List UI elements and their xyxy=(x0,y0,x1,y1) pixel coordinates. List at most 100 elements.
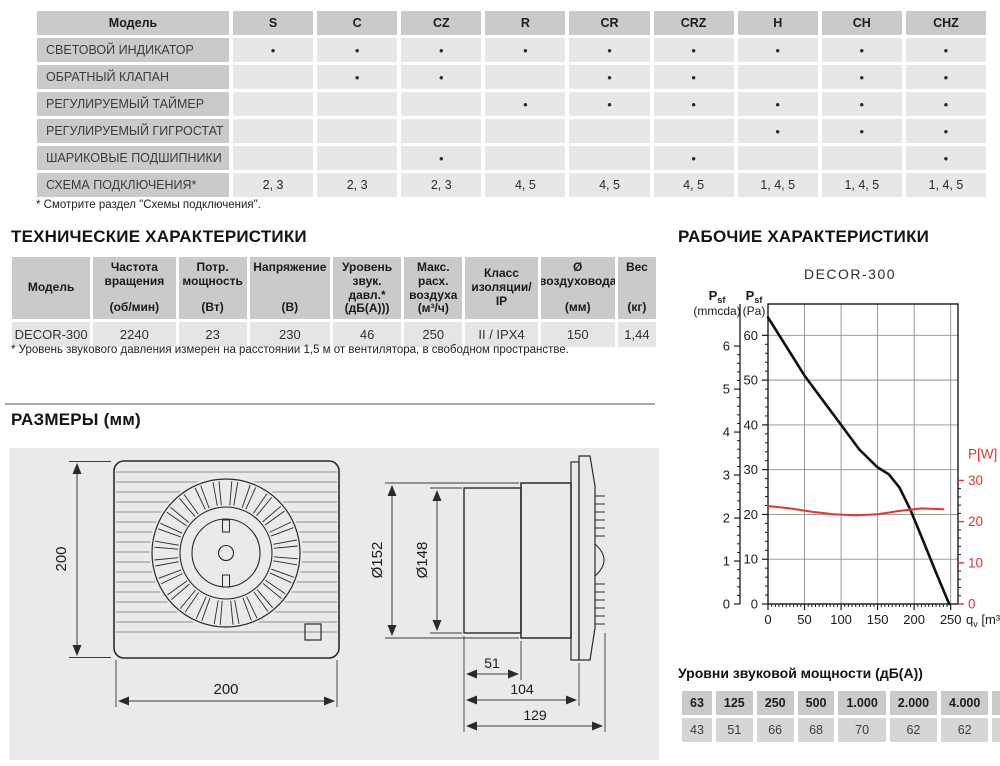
sound-level-cell: 51 xyxy=(715,718,753,742)
section-divider xyxy=(5,403,655,405)
feature-cell: • xyxy=(653,65,734,89)
feature-cell: 1, 4, 5 xyxy=(737,173,818,197)
svg-text:10: 10 xyxy=(968,555,983,570)
svg-text:30: 30 xyxy=(744,462,758,477)
feature-label: СХЕМА ПОДКЛЮЧЕНИЯ* xyxy=(37,173,229,197)
svg-text:0: 0 xyxy=(968,597,976,612)
feature-cell xyxy=(317,119,398,143)
tech-value-cell: DECOR-300 xyxy=(12,322,91,347)
svg-text:0: 0 xyxy=(723,597,730,612)
tech-header-unit: (м³/ч) xyxy=(417,301,449,316)
sound-level-cell: 62 xyxy=(889,718,938,742)
feature-cell: • xyxy=(737,92,818,116)
feature-cell: • xyxy=(569,65,650,89)
features-header-row: Модель S C CZ R CR CRZ H CH CHZ xyxy=(37,11,986,35)
tech-col-header: Частота вращения (об/мин) xyxy=(93,257,176,319)
feature-cell xyxy=(233,65,314,89)
features-row: СВЕТОВОЙ ИНДИКАТОР • • • • • • • • • xyxy=(37,38,986,62)
tech-header-name: Уровень звук. давл.* xyxy=(341,260,393,302)
features-col-header-S: S xyxy=(233,11,314,35)
svg-text:50: 50 xyxy=(744,373,758,388)
svg-text:4: 4 xyxy=(723,425,730,440)
tech-value-cell: 46 xyxy=(332,322,402,347)
feature-cell: 4, 5 xyxy=(569,173,650,197)
svg-text:P[W]: P[W] xyxy=(968,446,997,461)
feature-cell xyxy=(317,146,398,170)
feature-bullet: • xyxy=(691,150,696,166)
svg-text:40: 40 xyxy=(744,417,758,432)
feature-cell: • xyxy=(233,38,314,62)
feature-label: РЕГУЛИРУЕМЫЙ ГИГРОСТАТ xyxy=(37,119,229,143)
svg-text:2: 2 xyxy=(723,511,730,526)
feature-bullet: • xyxy=(859,69,865,85)
tech-value-cell: 23 xyxy=(178,322,247,347)
dimensions-drawing: 200 200 xyxy=(53,455,606,732)
feature-cell xyxy=(485,65,566,89)
sound-value-row: 435166687062625874 xyxy=(682,718,1000,742)
feature-cell: • xyxy=(821,92,902,116)
feature-cell xyxy=(233,92,314,116)
svg-text:30: 30 xyxy=(968,473,983,488)
features-row: РЕГУЛИРУЕМЫЙ ГИГРОСТАТ • • • xyxy=(37,119,986,143)
feature-cell xyxy=(485,146,566,170)
tech-header-unit: (об/мин) xyxy=(109,300,160,315)
tech-value-cell: II / IPX4 xyxy=(465,322,538,347)
feature-cell xyxy=(737,65,818,89)
tech-col-header: Модель xyxy=(12,257,91,319)
svg-text:60: 60 xyxy=(744,328,758,343)
feature-cell: • xyxy=(317,65,398,89)
tech-section-title: ТЕХНИЧЕСКИЕ ХАРАКТЕРИСТИКИ xyxy=(11,227,307,246)
dim-depth-total-label: 129 xyxy=(523,707,547,723)
features-col-header-CH: CH xyxy=(821,11,902,35)
features-row: ШАРИКОВЫЕ ПОДШИПНИКИ • • • xyxy=(37,146,986,170)
sound-table-title: Уровни звуковой мощности (дБ(А)) xyxy=(678,665,923,681)
tech-col-header: Вес (кг) xyxy=(617,257,656,319)
feature-cell: 2, 3 xyxy=(233,173,314,197)
feature-cell xyxy=(653,119,734,143)
tech-header-unit: (дБ(А))) xyxy=(344,301,390,316)
sound-level-cell: 68 xyxy=(797,718,835,742)
feature-label: ШАРИКОВЫЕ ПОДШИПНИКИ xyxy=(37,146,229,170)
feature-bullet: • xyxy=(691,69,696,85)
feature-cell: • xyxy=(653,146,734,170)
sound-freq-header: 1.000 xyxy=(838,691,886,715)
sound-level-cell: 58 xyxy=(992,718,1000,742)
sound-freq-header: 250 xyxy=(756,691,794,715)
svg-text:1: 1 xyxy=(723,554,730,569)
feature-bullet: • xyxy=(775,123,780,139)
dimensions-section-title: РАЗМЕРЫ (мм) xyxy=(11,410,141,429)
dimensions-panel: 200 200 xyxy=(9,448,659,760)
sound-level-cell: 70 xyxy=(838,718,886,742)
svg-text:qv [m³/h]: qv [m³/h] xyxy=(966,612,1000,629)
indicator-square xyxy=(304,623,322,641)
svg-text:(mmcda): (mmcda) xyxy=(693,304,740,318)
front-dimension-lines xyxy=(69,461,338,707)
tech-header-name: Вес xyxy=(625,260,648,274)
features-col-header-CZ: CZ xyxy=(401,11,482,35)
tech-header-unit: (кг) xyxy=(627,300,647,315)
sound-freq-header: 125 xyxy=(715,691,753,715)
feature-cell: • xyxy=(821,119,902,143)
feature-cell: • xyxy=(737,119,818,143)
tech-header-name: Ø воздуховода xyxy=(540,260,615,288)
chart-title: DECOR-300 xyxy=(803,266,897,282)
feature-cell: • xyxy=(905,65,986,89)
feature-cell: • xyxy=(821,38,902,62)
tech-col-header: Ø воздуховода (мм) xyxy=(540,257,615,319)
feature-bullet: • xyxy=(859,96,865,112)
dim-front-height-label: 200 xyxy=(53,546,70,571)
tech-header-name: Частота вращения xyxy=(104,260,165,288)
svg-text:Psf: Psf xyxy=(746,288,764,305)
feature-cell xyxy=(737,146,818,170)
feature-cell: 2, 3 xyxy=(317,173,398,197)
feature-bullet: • xyxy=(607,42,612,58)
fan-side-view xyxy=(463,455,605,661)
feature-label: РЕГУЛИРУЕМЫЙ ТАЙМЕР xyxy=(37,92,229,116)
svg-text:0: 0 xyxy=(764,612,771,627)
feature-cell xyxy=(569,119,650,143)
svg-text:250: 250 xyxy=(940,612,962,627)
feature-cell: • xyxy=(905,38,986,62)
feature-cell xyxy=(485,119,566,143)
